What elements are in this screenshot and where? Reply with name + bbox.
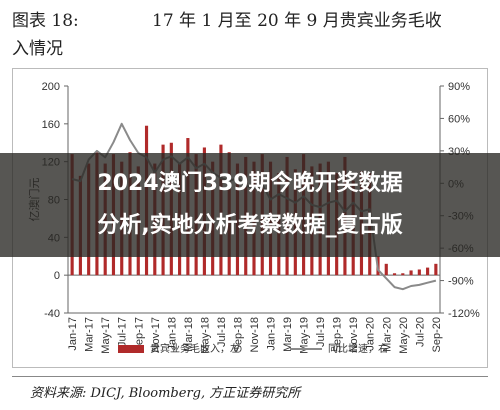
x-tick-label: Mar-20: [381, 317, 393, 352]
bar-Mar-20: [384, 263, 388, 276]
bar-Jun-20: [409, 270, 413, 276]
x-tick-label: Nov-17: [150, 317, 162, 352]
y-left-tick-label: -40: [44, 308, 60, 320]
x-tick-label: Jul-18: [216, 317, 228, 347]
y-left-tick-label: 160: [42, 119, 60, 131]
x-tick-label: Jan-17: [67, 317, 79, 351]
x-tick-label: Jul-20: [414, 317, 426, 347]
x-tick-label: Mar-18: [183, 317, 195, 352]
headline-overlay-band: [0, 153, 500, 257]
x-tick-label: Mar-17: [84, 317, 96, 352]
bar-May-20: [401, 273, 405, 276]
x-tick-label: Jul-19: [315, 317, 327, 347]
x-tick-label: Nov-19: [348, 317, 360, 352]
figure-title: 17 年 1 月至 20 年 9 月贵宾业务毛收: [152, 11, 442, 31]
y-right-tick-label: -90%: [448, 276, 474, 288]
legend-bar-swatch: [118, 345, 144, 353]
bar-Apr-20: [392, 273, 397, 276]
bar-Sep-20: [434, 263, 438, 276]
y-right-tick-label: 60%: [448, 113, 470, 125]
y-right-tick-label: -120%: [448, 308, 480, 320]
x-tick-label: May-17: [100, 317, 112, 354]
legend-bar-label: 贵宾业务毛收入，左: [150, 342, 240, 355]
source-note: 资料来源: DICJ, Bloomberg, 方正证券研究所: [30, 386, 301, 401]
source-divider: [12, 376, 488, 377]
x-tick-label: Sep-20: [431, 317, 443, 352]
x-tick-label: May-19: [299, 317, 311, 354]
y-left-tick-label: 0: [54, 270, 60, 282]
bar-Aug-20: [426, 267, 430, 276]
headline-overlay-line1: 2024澳门339期今晚开奖数据: [97, 171, 403, 196]
figure-title-cont: 入情况: [12, 39, 63, 59]
x-tick-label: Mar-19: [282, 317, 294, 352]
x-tick-label: Jul-17: [117, 317, 129, 347]
y-left-tick-label: 200: [42, 81, 60, 93]
x-tick-label: Sep-19: [332, 317, 344, 352]
x-tick-label: Jan-19: [266, 317, 278, 351]
x-tick-label: May-20: [398, 317, 410, 354]
figure-label: 图表 18:: [12, 11, 79, 31]
chart-header: 图表 18: 17 年 1 月至 20 年 9 月贵宾业务毛收 入情况: [0, 0, 500, 68]
x-tick-label: Jan-20: [365, 317, 377, 351]
x-tick-label: Nov-18: [249, 317, 261, 352]
bar-Jul-20: [417, 269, 421, 276]
x-tick-label: Sep-17: [133, 317, 145, 352]
x-tick-label: Jan-18: [166, 317, 178, 351]
x-tick-label: May-18: [199, 317, 211, 354]
headline-overlay-line2: 分析,实地分析考察数据_复古版: [97, 213, 403, 238]
y-right-tick-label: 90%: [448, 81, 470, 93]
x-tick-label: Sep-18: [232, 317, 244, 352]
legend-line-label: 同比增速，右: [328, 342, 388, 355]
